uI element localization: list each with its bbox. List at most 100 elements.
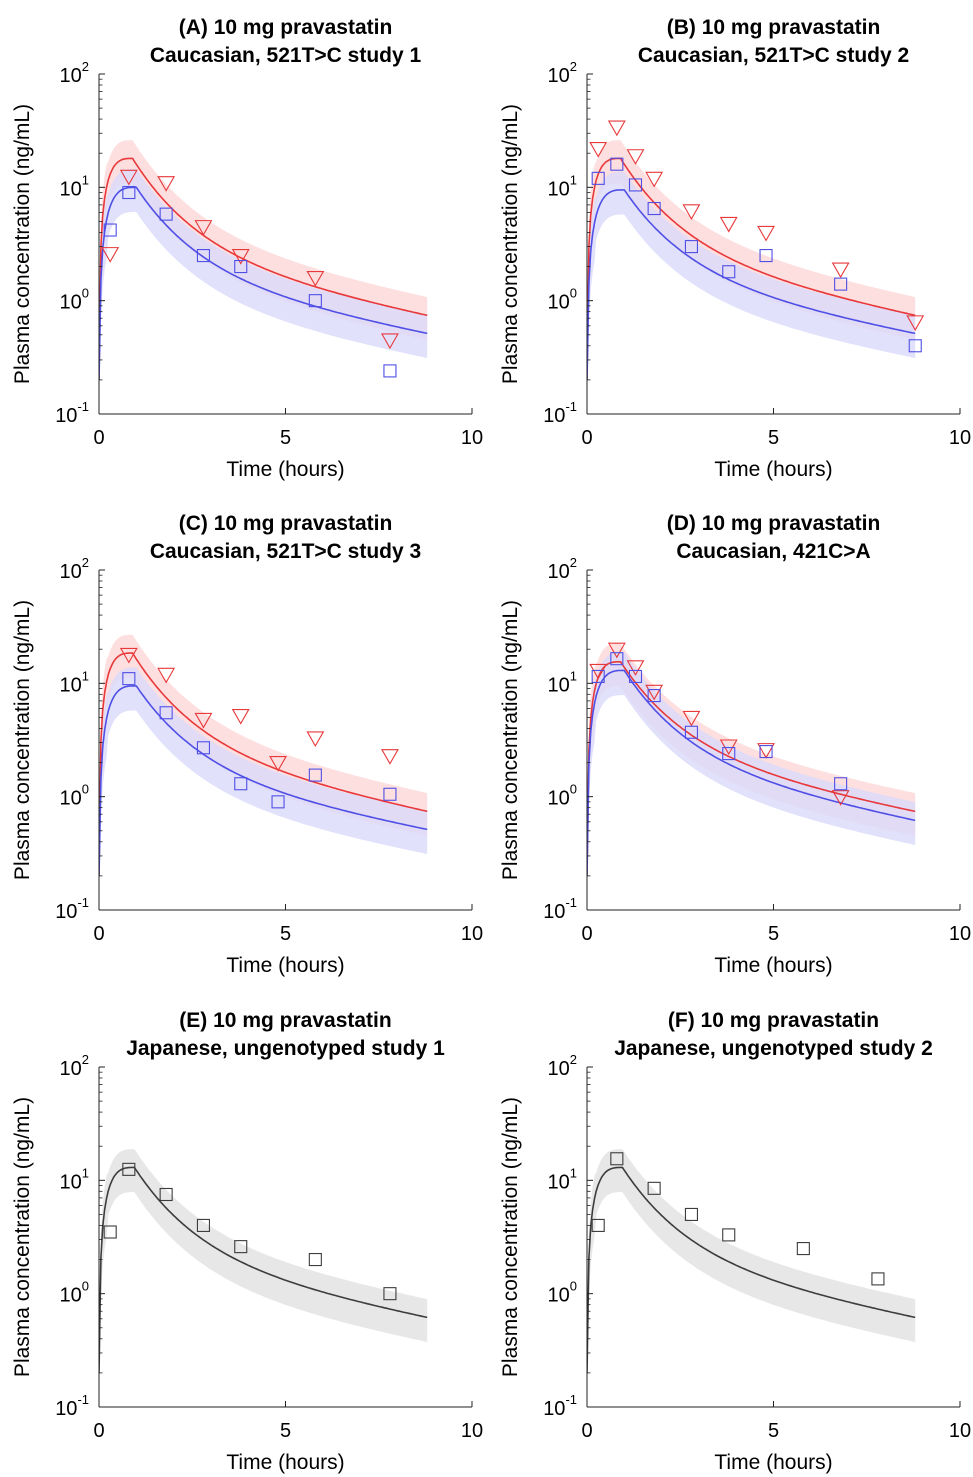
panel-title-line2: Caucasian, 521T>C study 1: [150, 44, 422, 67]
observed-point: [757, 225, 775, 242]
observed-point: [831, 790, 850, 806]
panel-e: (E) 10 mg pravastatin Japanese, ungenotyp…: [11, 1009, 483, 1474]
plot-area: [587, 140, 916, 410]
observed-point: [159, 207, 173, 221]
observed-point: [119, 647, 138, 664]
y-tick-label: 102: [60, 555, 89, 583]
observed-point: [908, 339, 922, 353]
panel-title-line1: (A) 10 mg pravastatin: [179, 16, 393, 39]
observed-point: [722, 747, 736, 761]
observed-point: [157, 667, 176, 684]
observed-point: [231, 708, 250, 725]
panel-title-line1: (D) 10 mg pravastatin: [667, 512, 881, 535]
y-tick-label: 100: [548, 286, 577, 314]
observed-point: [196, 249, 210, 263]
observed-point: [834, 277, 848, 291]
model-line-1: [99, 685, 428, 876]
plot-area: [587, 643, 916, 906]
panel-title-line2: Caucasian, 521T>C study 2: [638, 44, 909, 67]
x-axis-label: Time (hours): [226, 458, 344, 481]
model-line-1: [99, 186, 428, 380]
observed-point: [234, 1240, 248, 1254]
x-tick-label: 0: [93, 1420, 104, 1442]
panel-title-line2: Japanese, ungenotyped study 2: [614, 1037, 933, 1060]
y-tick-label: 100: [548, 1279, 577, 1307]
observed-point: [101, 247, 120, 263]
observed-point: [831, 262, 850, 279]
observed-point: [119, 169, 138, 186]
panel-title-line1: (B) 10 mg pravastatin: [667, 16, 881, 39]
x-axis-label: Time (hours): [714, 458, 832, 481]
observed-point: [122, 185, 136, 200]
observed-point: [607, 642, 626, 659]
observed-point: [628, 178, 643, 192]
observed-point: [626, 149, 645, 165]
y-axis-label: Plasma concentration (ng/mL): [11, 600, 34, 880]
observed-point: [591, 1218, 605, 1232]
x-axis-label: Time (hours): [714, 1451, 832, 1474]
observed-point: [628, 669, 643, 684]
observed-point: [269, 755, 287, 772]
x-tick-label: 10: [949, 1420, 971, 1442]
x-tick-label: 10: [461, 427, 483, 449]
observed-point: [196, 741, 210, 755]
panel-title-line1: (C) 10 mg pravastatin: [179, 512, 393, 535]
observed-point: [682, 204, 701, 220]
y-tick-label: 100: [60, 286, 89, 314]
x-tick-label: 5: [280, 923, 291, 945]
y-tick-label: 102: [60, 59, 89, 87]
y-tick-label: 102: [60, 1052, 89, 1080]
y-tick-label: 10-1: [543, 1392, 577, 1420]
observed-point: [308, 294, 322, 308]
panel-d: (D) 10 mg pravastatin Caucasian, 421C>A 10…: [499, 512, 971, 977]
y-tick-label: 10-1: [543, 895, 577, 923]
prediction-band-1: [587, 652, 916, 906]
y-axis-label: Plasma concentration (ng/mL): [499, 104, 522, 384]
panel-title-line1: (E) 10 mg pravastatin: [179, 1009, 391, 1032]
observed-point: [834, 777, 848, 791]
observed-point: [647, 1181, 661, 1195]
observed-point: [383, 1287, 397, 1301]
observed-point: [591, 669, 605, 684]
x-tick-label: 5: [768, 427, 779, 449]
y-tick-label: 100: [548, 782, 577, 810]
observed-point: [380, 749, 399, 765]
y-tick-label: 101: [548, 668, 577, 696]
plot-area: [99, 140, 428, 410]
y-tick-label: 10-1: [543, 399, 577, 427]
observed-point: [103, 223, 117, 237]
observed-point: [122, 672, 136, 686]
x-tick-label: 5: [280, 1420, 291, 1442]
prediction-band-1: [99, 667, 428, 906]
observed-point: [610, 652, 624, 666]
prediction-band-0: [587, 1149, 916, 1403]
observed-point: [626, 660, 645, 676]
x-tick-label: 10: [949, 923, 971, 945]
y-tick-label: 101: [60, 1165, 89, 1193]
observed-point: [719, 216, 738, 233]
observed-point: [271, 795, 285, 809]
prediction-band-0: [99, 1149, 428, 1403]
x-axis-label: Time (hours): [226, 954, 344, 977]
observed-point: [647, 689, 661, 703]
plot-area: [587, 1149, 916, 1403]
y-tick-label: 10-1: [55, 895, 89, 923]
model-line-1: [587, 669, 916, 876]
panel-title-line1: (F) 10 mg pravastatin: [668, 1009, 879, 1032]
y-tick-label: 10-1: [55, 399, 89, 427]
observed-point: [684, 725, 698, 739]
plot-area: [99, 634, 428, 906]
x-axis-label: Time (hours): [226, 1451, 344, 1474]
observed-point: [196, 1218, 210, 1232]
model-line-0: [99, 157, 428, 380]
observed-point: [607, 120, 626, 137]
x-tick-label: 5: [280, 427, 291, 449]
observed-point: [645, 171, 664, 188]
model-line-0: [99, 1166, 428, 1373]
x-tick-label: 5: [768, 1420, 779, 1442]
model-line-1: [587, 189, 916, 380]
panel-title-line2: Caucasian, 521T>C study 3: [150, 540, 421, 563]
y-tick-label: 102: [548, 1052, 577, 1080]
observed-point: [103, 1225, 117, 1239]
